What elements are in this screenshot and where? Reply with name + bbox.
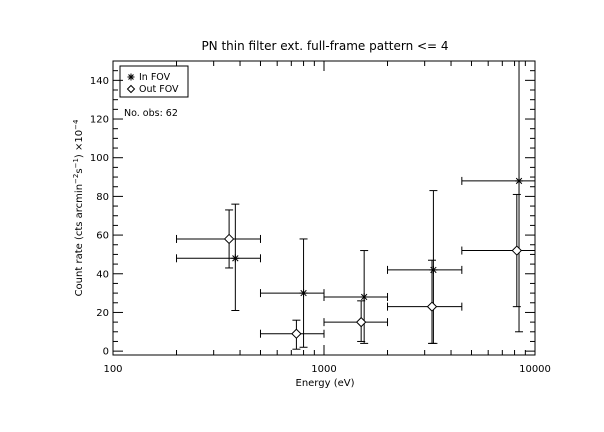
y-axis-label-exp1: −2: [72, 174, 80, 184]
chart-title: PN thin filter ext. full-frame pattern <…: [201, 39, 448, 53]
data-point-in-fov: [461, 60, 536, 333]
y-tick-label: 80: [96, 192, 109, 203]
y-tick-label: 20: [96, 308, 109, 319]
legend-asterisk-icon: [127, 73, 135, 81]
asterisk-marker: [515, 176, 524, 185]
legend-label-in-fov: In FOV: [139, 72, 171, 83]
x-axis-label: Energy (eV): [296, 378, 355, 389]
x-tick-label: 100: [103, 364, 122, 375]
y-axis-label-exp3: −4: [72, 119, 80, 130]
y-tick-label: 120: [90, 115, 109, 126]
diamond-marker: [511, 245, 523, 256]
legend-markers: [126, 73, 136, 94]
asterisk-stroke: [515, 177, 523, 185]
axis-layer: 100 1000 10000 0 20 40 60 80 100 120 140: [90, 60, 551, 375]
y-tick-label: 0: [103, 347, 109, 358]
data-point-in-fov: [176, 203, 261, 312]
data-point-out-fov: [176, 209, 261, 269]
data-point-out-fov: [323, 300, 389, 342]
legend-diamond-icon: [126, 84, 136, 94]
diamond-marker: [223, 233, 235, 245]
asterisk-stroke: [360, 293, 368, 301]
diamond-marker: [291, 328, 302, 339]
y-tick-label: 140: [90, 76, 109, 87]
data-point-out-fov: [461, 193, 536, 308]
y-tick-label: 40: [96, 269, 109, 280]
diamond-marker: [426, 301, 438, 312]
asterisk-marker: [360, 292, 369, 301]
x-tick-label: 1000: [311, 364, 336, 375]
diamond-marker: [355, 316, 367, 328]
asterisk-stroke: [232, 255, 239, 262]
asterisk-marker: [429, 265, 438, 274]
data-point-out-fov: [387, 259, 463, 344]
y-axis-label-prefix: Count rate (cts arcmin: [74, 184, 85, 296]
legend-box: [119, 65, 189, 98]
y-axis-label-exp2: −1: [72, 158, 80, 168]
x-tick-label: 10000: [519, 364, 551, 375]
legend: In FOV Out FOV: [119, 65, 189, 98]
y-axis-label-suffix: ) ×10: [74, 130, 85, 158]
plot-frame: [112, 60, 536, 356]
asterisk-stroke: [128, 74, 134, 80]
y-axis-label-mid: s: [74, 168, 85, 173]
data-layer: [176, 60, 536, 350]
asterisk-marker: [299, 289, 308, 298]
data-point-in-fov: [259, 238, 325, 348]
data-point-out-fov: [259, 319, 325, 350]
asterisk-marker: [231, 254, 240, 263]
legend-label-out-fov: Out FOV: [139, 84, 179, 95]
annotation-no-obs: No. obs: 62: [124, 108, 178, 119]
series-out-fov: [176, 193, 536, 350]
y-axis-label: Count rate (cts arcmin−2s−1) ×10−4: [72, 119, 85, 296]
y-tick-label: 60: [96, 231, 109, 242]
asterisk-stroke: [300, 289, 307, 297]
data-point-in-fov: [323, 250, 389, 344]
y-tick-label: 100: [90, 153, 109, 164]
